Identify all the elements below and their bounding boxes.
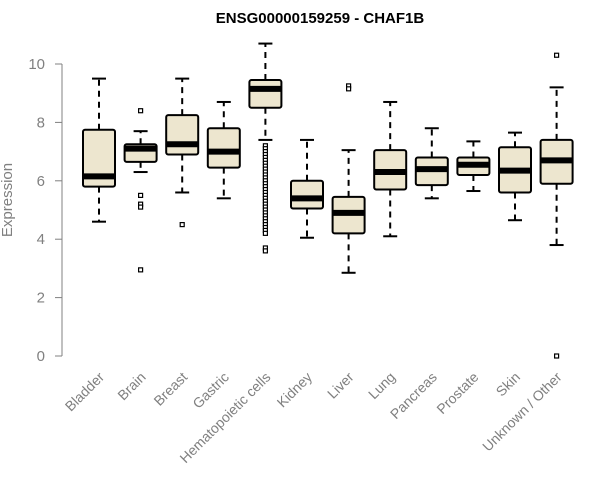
outlier-point xyxy=(346,86,352,92)
box-iqr xyxy=(82,128,116,188)
y-tick-label: 0 xyxy=(37,348,45,365)
x-tick-label: Liver xyxy=(324,369,357,402)
x-tick-label: Lung xyxy=(365,369,398,402)
box-bladder xyxy=(82,77,116,223)
outlier-point xyxy=(262,230,268,236)
outlier-point xyxy=(138,267,144,273)
box-unknown-other xyxy=(539,52,574,359)
chart-title: ENSG00000159259 - CHAF1B xyxy=(216,10,425,27)
outlier-point xyxy=(553,52,560,58)
x-tick-label: Kidney xyxy=(274,369,316,411)
x-tick-label: Prostate xyxy=(433,369,481,417)
box-pancreas xyxy=(414,127,449,200)
x-tick-label: Skin xyxy=(493,369,524,400)
box-iqr xyxy=(248,79,283,109)
outlier-point xyxy=(553,353,560,359)
x-tick-label: Breast xyxy=(150,369,190,409)
box-skin xyxy=(498,131,532,222)
box-iqr xyxy=(165,114,200,156)
outlier-point xyxy=(138,108,144,114)
axes: 0 2 4 6 8 10 xyxy=(28,56,63,365)
y-tick-label: 2 xyxy=(37,290,45,307)
y-axis-label: Expression xyxy=(0,163,16,237)
x-tick-label: Brain xyxy=(114,369,148,403)
outlier-point xyxy=(262,248,268,254)
box-iqr xyxy=(206,127,241,169)
outlier-point xyxy=(138,204,144,210)
box-group xyxy=(82,42,574,359)
box-gastric xyxy=(206,100,241,200)
box-hematopoietic-cells xyxy=(248,42,283,254)
box-breast xyxy=(165,77,200,228)
y-tick-label: 6 xyxy=(37,173,45,190)
y-tick-label: 8 xyxy=(37,114,45,131)
box-prostate xyxy=(456,140,491,193)
box-iqr xyxy=(290,179,324,210)
box-kidney xyxy=(290,138,324,239)
x-tick-label: Unknown / Other xyxy=(479,369,565,455)
x-tick-label: Bladder xyxy=(62,369,108,415)
box-liver xyxy=(331,83,366,274)
box-lung xyxy=(373,100,408,238)
outlier-point xyxy=(138,192,144,198)
y-tick-label: 10 xyxy=(28,56,45,73)
box-brain xyxy=(123,108,158,273)
y-tick-label: 4 xyxy=(37,231,45,248)
outlier-point xyxy=(179,222,185,228)
